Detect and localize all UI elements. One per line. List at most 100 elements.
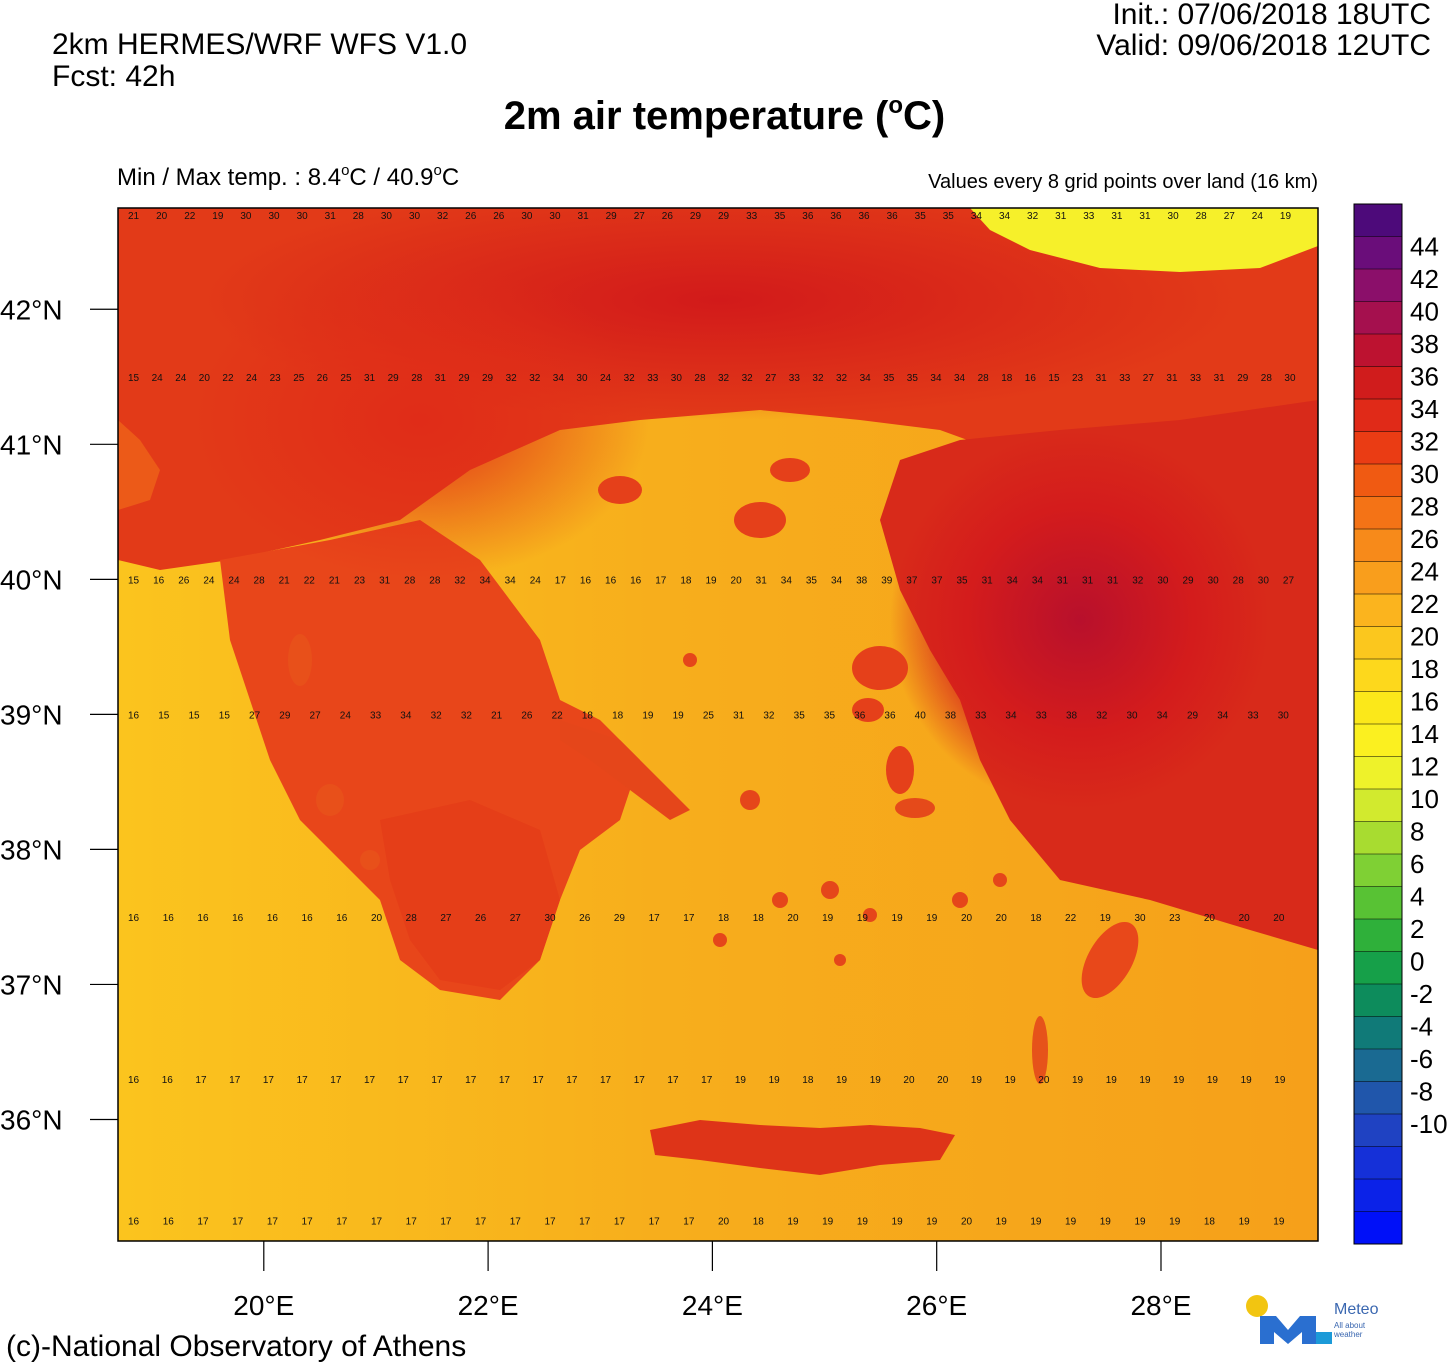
grid-value: 19 [1100,913,1112,924]
grid-value: 22 [304,575,316,586]
map-field: 21 20 22 19 30 30 30 31 28 30 30 32 26 26 30 30 31 29 27 26… [118,208,1318,1241]
grid-value: 20 [961,913,973,924]
grid-value: 17 [336,1217,348,1228]
grid-value: 27 [765,373,777,384]
grid-value: 30 [671,373,683,384]
island-dodecanese-2 [993,873,1007,887]
grid-value: 38 [856,575,868,586]
grid-value: 34 [1217,710,1229,721]
minmax-temperature: Min / Max temp. : 8.4oC / 40.9oC [117,163,459,190]
colorbar-box [1354,919,1402,952]
grid-value: 30 [240,211,252,222]
grid-value: 17 [634,1075,646,1086]
grid-value: 17 [371,1217,383,1228]
grid-value: 24 [203,575,215,586]
grid-value: 24 [600,373,612,384]
island-sporades [683,653,697,667]
colorbar-boxes [1353,203,1403,1245]
grid-value: 18 [718,913,730,924]
grid-value: 23 [1169,913,1181,924]
colorbar-box [1354,659,1402,692]
grid-value: 19 [1134,1217,1146,1228]
heat-balkans-west [190,260,650,580]
grid-value: 35 [774,211,786,222]
grid-value: 31 [1055,211,1067,222]
colorbar-label: 0 [1410,946,1424,976]
grid-value: 31 [325,211,337,222]
colorbar-label: 8 [1410,816,1424,846]
colorbar-label: 4 [1410,881,1424,911]
lat-tick-label: 40°N [0,564,63,595]
island-karpathos [1032,1016,1048,1084]
grid-value: 17 [683,1217,695,1228]
grid-value: 17 [330,1075,342,1086]
grid-value: 17 [440,1217,452,1228]
grid-value: 18 [1001,373,1013,384]
grid-value: 31 [1111,211,1123,222]
grid-value: 23 [270,373,282,384]
grid-value: 37 [931,575,943,586]
grid-value: 31 [1139,211,1151,222]
colorbar-label: 38 [1410,329,1439,359]
colorbar-box [1354,1114,1402,1147]
grid-value: 29 [690,211,702,222]
grid-value: 31 [435,373,447,384]
grid-value: 28 [1233,575,1245,586]
grid-value: 19 [1139,1075,1151,1086]
colorbar-box [1354,789,1402,822]
grid-value: 17 [229,1075,241,1086]
grid-value: 36 [887,211,899,222]
island-chios [886,746,914,794]
grid-value: 34 [400,710,412,721]
grid-value: 17 [232,1217,244,1228]
grid-value: 31 [379,575,391,586]
grid-value: 28 [429,575,441,586]
grid-value: 19 [642,710,654,721]
grid-value: 35 [794,710,806,721]
grid-value: 24 [175,373,187,384]
colorbar-box [1354,854,1402,887]
colorbar-box [1354,1179,1402,1212]
grid-value: 31 [1082,575,1094,586]
grid-value: 17 [614,1217,626,1228]
grid-value: 39 [881,575,893,586]
grid-value: 30 [1168,211,1180,222]
grid-value: 18 [753,913,765,924]
grid-value: 18 [1204,1217,1216,1228]
colorbar-label: 30 [1410,459,1439,489]
grid-value: 19 [822,913,834,924]
forecast-hour: Fcst: 42h [52,60,176,93]
grid-value: 15 [1048,373,1060,384]
colorbar-box [1354,399,1402,432]
grid-value: 33 [746,211,758,222]
longitude-axis: 20°E 22°E 24°E 26°E 28°E [233,1241,1192,1321]
grid-value: 19 [1207,1075,1219,1086]
grid-value: 28 [404,575,416,586]
grid-value: 34 [505,575,517,586]
grid-value: 19 [971,1075,983,1086]
grid-value: 32 [454,575,466,586]
meteo-logo[interactable] [1240,1288,1400,1348]
grid-value: 32 [529,373,541,384]
grid-value: 36 [858,211,870,222]
grid-value: 28 [411,373,423,384]
grid-value: 19 [1065,1217,1077,1228]
grid-value: 16 [128,913,140,924]
title-degree: o [888,92,904,119]
grid-value: 20 [156,211,168,222]
grid-value: 17 [465,1075,477,1086]
grid-value: 33 [1083,211,1095,222]
island-skyros [740,790,760,810]
grid-value: 32 [1096,710,1108,721]
grid-value: 20 [1239,913,1251,924]
grid-value: 30 [549,211,561,222]
colorbar-box [1354,269,1402,302]
colorbar-label: 40 [1410,296,1439,326]
island-samos [895,798,935,818]
minmax-degree-2: o [433,162,442,179]
grid-value: 15 [189,710,201,721]
grid-value: 31 [1057,575,1069,586]
grid-value: 27 [1224,211,1236,222]
grid-value: 36 [802,211,814,222]
lat-tick-label: 36°N [0,1104,63,1135]
